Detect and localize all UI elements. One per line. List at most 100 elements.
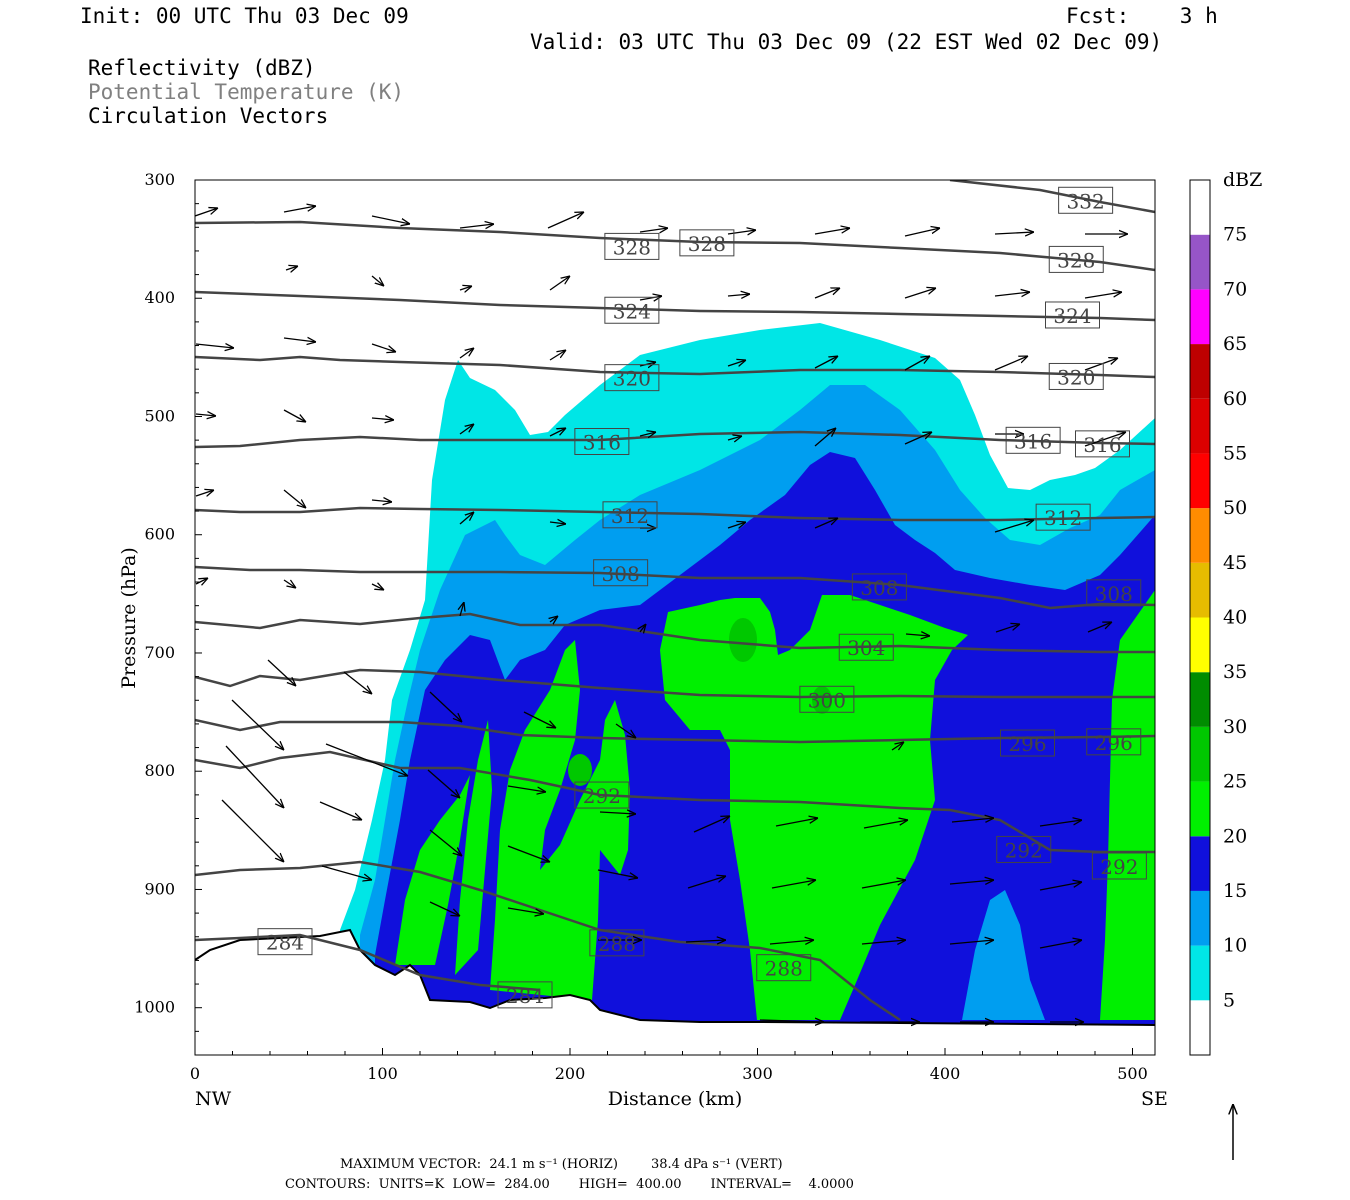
- circulation-vector: [904, 432, 932, 445]
- contour-label-box: [604, 364, 660, 392]
- circulation-vector: [863, 820, 908, 829]
- circulation-vector: [1084, 358, 1118, 371]
- contour-label: 328: [688, 232, 726, 256]
- circulation-vector: [904, 228, 940, 237]
- colorbar-swatch: [1190, 180, 1210, 235]
- circulation-vector: [1039, 882, 1082, 891]
- circulation-vector: [775, 818, 818, 827]
- circulation-vector: [550, 616, 558, 622]
- circulation-vector: [814, 518, 838, 529]
- contour-label: 300: [808, 688, 846, 712]
- circulation-vector: [599, 812, 636, 814]
- contour-label: 304: [847, 636, 885, 660]
- contour-label: 316: [1083, 433, 1121, 457]
- circulation-vector: [949, 880, 994, 884]
- contour-label: 292: [1100, 855, 1138, 879]
- colorbar-level-label: 30: [1223, 716, 1247, 738]
- circulation-vector: [459, 348, 474, 359]
- circulation-vector: [427, 769, 460, 798]
- circulation-vector: [549, 522, 566, 524]
- circulation-vector: [951, 818, 994, 822]
- circulation-vector: [283, 489, 306, 508]
- contour-label-box: [1058, 186, 1114, 214]
- se-label: SE: [1141, 1088, 1168, 1110]
- contour-label: 288: [765, 957, 803, 981]
- contour-label: 332: [1067, 189, 1105, 213]
- contour-label: 324: [1053, 304, 1091, 328]
- circulation-vector: [769, 940, 814, 944]
- contour-label-box: [574, 428, 630, 455]
- contour-label-box: [574, 781, 630, 809]
- circulation-vector: [507, 845, 550, 862]
- reference-vector-icon: [1172, 1104, 1233, 1160]
- circulation-vector: [231, 699, 284, 750]
- circulation-vector: [195, 208, 218, 217]
- field-vectors: Circulation Vectors: [88, 104, 329, 128]
- colorbar-level-label: 60: [1223, 388, 1247, 410]
- colorbar-swatch: [1190, 1000, 1210, 1055]
- contour-label-box: [1005, 426, 1061, 454]
- contour-label: 312: [611, 504, 649, 528]
- contour-label-box: [838, 633, 894, 661]
- contour-label-box: [1091, 852, 1147, 880]
- colorbar-swatch: [1190, 398, 1210, 454]
- y-tick-label: 700: [144, 643, 175, 662]
- colorbar-level-label: 25: [1223, 771, 1247, 793]
- circulation-vector: [693, 816, 730, 833]
- circulation-vector: [639, 432, 656, 436]
- theta-contour-line: [195, 718, 1155, 744]
- contour-label-box: [589, 929, 645, 957]
- contour-label: 312: [1044, 506, 1082, 530]
- y-tick-label: 900: [144, 879, 175, 898]
- contour-label-box: [1045, 301, 1100, 329]
- contour-label-box: [756, 954, 812, 982]
- circulation-vector: [549, 428, 566, 437]
- contour-label: 320: [1057, 365, 1095, 389]
- max-vector-note: MAXIMUM VECTOR: 24.1 m s⁻¹ (HORIZ) 38.4 …: [340, 1157, 783, 1172]
- x-tick-label: 300: [742, 1064, 773, 1083]
- contour-label-box: [679, 229, 735, 257]
- y-tick-label: 800: [144, 761, 175, 780]
- contour-label: 292: [583, 784, 621, 808]
- circulation-vector: [507, 785, 546, 792]
- circulation-vector: [195, 414, 216, 416]
- field-reflectivity: Reflectivity (dBZ): [88, 56, 316, 80]
- circulation-vector: [343, 671, 372, 694]
- circulation-vector: [905, 634, 930, 636]
- circulation-vector: [861, 940, 906, 944]
- circulation-vector: [727, 436, 742, 440]
- theta-contour-line: [195, 612, 1155, 654]
- theta-contours: [195, 180, 1155, 1022]
- circulation-vector: [459, 512, 474, 525]
- y-tick-label: 500: [144, 406, 175, 425]
- contour-info: CONTOURS: UNITS=K LOW= 284.00 HIGH= 400.…: [285, 1177, 854, 1192]
- valid-time: Valid: 03 UTC Thu 03 Dec 09 (22 EST Wed …: [530, 30, 1163, 54]
- x-axis-label: Distance (km): [608, 1088, 743, 1110]
- circulation-vector: [1087, 622, 1112, 633]
- circulation-vector: [283, 338, 316, 342]
- contour-label-box: [1000, 729, 1055, 757]
- plot-frame: [194, 179, 1156, 1056]
- contour-label-box: [1075, 430, 1130, 458]
- theta-contour-labels: 332 328 328 328 324 324 320 320 316 316 316 312 312 3…: [257, 186, 1147, 1009]
- theta-contour-line: [195, 565, 1155, 610]
- theta-contour-line: [195, 220, 1155, 272]
- contour-label-box: [1086, 579, 1142, 607]
- circulation-vector: [429, 901, 460, 916]
- circulation-vector: [904, 356, 930, 371]
- circulation-vector: [861, 880, 906, 889]
- circulation-vector: [283, 579, 296, 588]
- colorbar-level-label: 5: [1223, 989, 1235, 1011]
- contour-label: 320: [613, 367, 651, 391]
- circulation-vector: [994, 356, 1028, 371]
- contour-label: 296: [1095, 731, 1133, 755]
- colorbar-level-label: 20: [1223, 825, 1247, 847]
- circulation-vector: [639, 296, 662, 300]
- colorbar: 5 10 15 20 25 30 35 40 45 50 55 60 65 70 75 dBZ: [1189, 169, 1262, 1056]
- colorbar-level-label: 50: [1223, 497, 1247, 519]
- circulation-vectors: [195, 206, 1128, 1022]
- contour-label-box: [1035, 503, 1091, 531]
- circulation-vector: [225, 745, 284, 808]
- x-tick-label: 100: [367, 1064, 398, 1083]
- contour-label-box: [1086, 728, 1142, 756]
